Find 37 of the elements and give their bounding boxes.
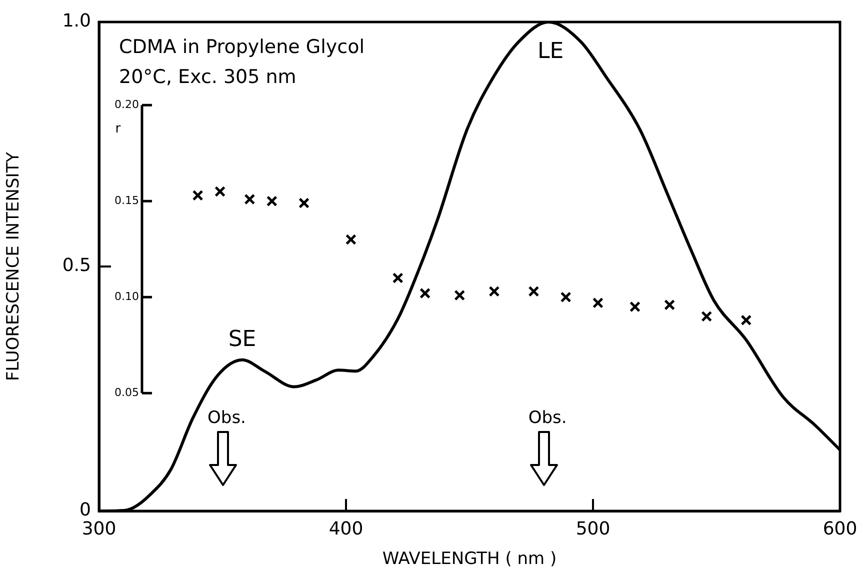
y-tick-label: 0.5	[62, 255, 91, 276]
y2-axis-title: r	[115, 122, 122, 137]
annotation: Obs.	[208, 408, 246, 428]
y2-tick-label: 0.05	[114, 386, 139, 400]
y2-tick-label: 0.10	[114, 290, 139, 304]
annotation: 20°C, Exc. 305 nm	[119, 66, 296, 88]
point	[664, 299, 676, 310]
x-tick-label: 400	[328, 518, 364, 540]
y2-tick-label: 0.15	[114, 194, 139, 207]
annotation: SE	[228, 326, 256, 352]
point	[528, 286, 540, 297]
point	[298, 198, 310, 209]
point	[192, 190, 204, 201]
annotation: LE	[537, 39, 564, 64]
point	[345, 234, 356, 246]
point	[592, 297, 604, 308]
point	[560, 292, 572, 303]
point	[244, 194, 256, 205]
x-tick-label: 300	[82, 518, 116, 540]
x-tick-label: 600	[822, 518, 858, 540]
point	[454, 290, 466, 301]
point	[740, 314, 752, 326]
point	[420, 288, 431, 299]
y-tick-label: 1.0	[62, 10, 91, 32]
point	[488, 286, 500, 297]
x-axis-title: WAVELENGTH ( nm )	[382, 549, 557, 570]
point	[214, 186, 226, 198]
point	[266, 196, 278, 207]
point	[629, 301, 640, 312]
point	[392, 272, 404, 284]
point	[701, 310, 712, 322]
annotation: CDMA in Propylene Glycol	[119, 36, 364, 58]
x-tick-label: 500	[576, 518, 610, 540]
y-tick-label: 0	[80, 500, 91, 521]
y-axis-title: FLUORESCENCE INTENSITY	[4, 151, 24, 382]
annotation: Obs.	[528, 408, 567, 428]
y2-tick-label: 0.20	[114, 98, 139, 111]
